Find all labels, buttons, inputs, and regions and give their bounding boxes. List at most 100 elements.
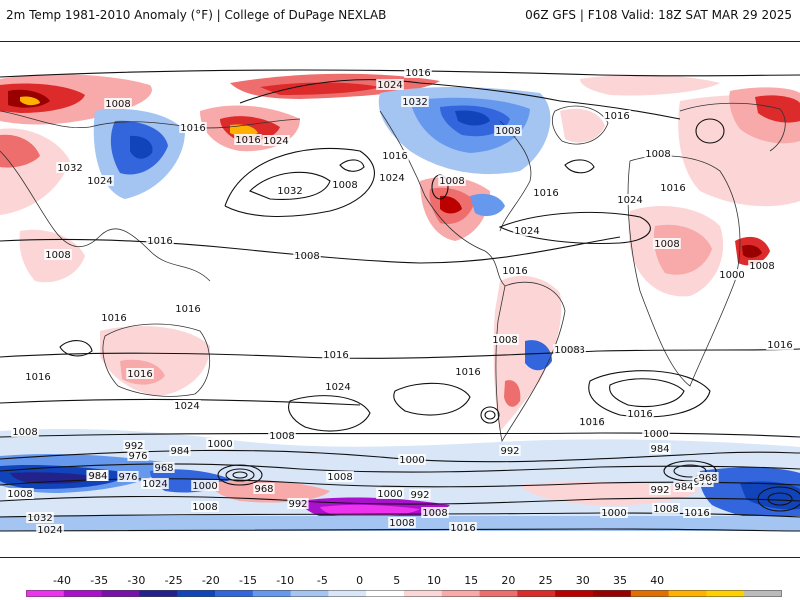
- isobar-label: 1016: [455, 367, 480, 378]
- isobar-label: 1008: [389, 518, 414, 529]
- isobar-label: 1016: [502, 266, 527, 277]
- colorbar-tick-label: -25: [164, 574, 183, 587]
- warm-anomaly-area: [504, 380, 521, 407]
- isobar-label-bg: [234, 134, 262, 145]
- isobar-label: 1016: [684, 508, 709, 519]
- isobar-label: 1008: [269, 431, 294, 442]
- colorbar-tick-label: 35: [613, 574, 627, 587]
- isobar-label: 1024: [174, 401, 199, 412]
- isobar-label: 1016: [450, 523, 475, 534]
- isobar-label-bg: [494, 125, 522, 136]
- low-pressure-center: [232, 471, 248, 479]
- isobar-line: [339, 159, 365, 172]
- isobar-line: [0, 449, 800, 463]
- isobar-label-bg: [766, 339, 794, 350]
- isobar-label: 1016: [147, 236, 172, 247]
- colorbar-segment: [668, 590, 707, 597]
- isobar-label-bg: [169, 445, 191, 456]
- isobar-label-bg: [644, 148, 672, 159]
- isobar-label: 984: [674, 482, 693, 493]
- isobar-label: 1032: [57, 163, 82, 174]
- isobar-label-bg: [600, 507, 628, 518]
- colorbar-tick-label: 15: [464, 574, 479, 587]
- isobar-label: 1000: [207, 439, 232, 450]
- isobar-label: 1008: [492, 335, 517, 346]
- isobar-label-bg: [683, 507, 711, 518]
- isobar-line: [498, 211, 651, 245]
- isobar-line: [249, 171, 331, 200]
- warm-anomaly-area: [260, 82, 380, 95]
- isobar-label: 1016: [127, 369, 152, 380]
- isobar-label-bg: [409, 489, 431, 500]
- isobar-label: 1016: [767, 340, 792, 351]
- isobar-label: 1024: [325, 382, 350, 393]
- isobar-label: 1008: [653, 504, 678, 515]
- warm-anomaly-area: [755, 95, 800, 123]
- isobar-label: 1024: [37, 525, 62, 536]
- north-america-east-coast: [499, 120, 532, 232]
- isobar-label: 1016: [405, 68, 430, 79]
- isobar-label: 1024: [263, 136, 288, 147]
- low-pressure-center: [757, 486, 800, 512]
- colorbar-tick-label: 20: [501, 574, 516, 587]
- isobar-label-bg: [268, 430, 296, 441]
- low-pressure-center: [673, 464, 707, 478]
- isobar-label-bg: [553, 344, 581, 355]
- isobar-label-bg: [253, 483, 275, 494]
- cold-anomaly-core: [130, 135, 153, 159]
- isobar-label-bg: [11, 426, 39, 437]
- isobar-label: 1008: [12, 427, 37, 438]
- colorbar-segment: [744, 590, 782, 597]
- colorbar-tick-label: -10: [276, 574, 295, 587]
- isobar-label-bg: [276, 185, 304, 196]
- europe-coastline: [679, 102, 786, 152]
- warm-anomaly-core: [20, 96, 40, 106]
- low-pressure-center: [225, 468, 255, 482]
- isobar-label-bg: [173, 400, 201, 411]
- colorbar-segment: [366, 590, 405, 597]
- isobar-label: 1000: [192, 481, 217, 492]
- colorbar-segment: [26, 590, 65, 597]
- isobar-label-bg: [87, 470, 109, 481]
- colorbar-tick-label: 10: [427, 574, 441, 587]
- isobar-label-bg: [626, 408, 654, 419]
- isobar-label: 976: [128, 451, 147, 462]
- isobar-line: [564, 159, 595, 174]
- isobar-label: 1008: [554, 345, 579, 356]
- isobar-label-bg: [652, 503, 680, 514]
- isobar-line: [239, 79, 561, 104]
- isobar-label-bg: [324, 381, 352, 392]
- colorbar-segment: [139, 590, 178, 597]
- isobar-line: [588, 370, 711, 418]
- isobar-label-bg: [673, 481, 695, 492]
- colorbar-segment: [215, 590, 254, 597]
- cold-anomaly-area: [470, 193, 505, 217]
- isobar-label-bg: [421, 507, 449, 518]
- isobar-label-bg: [322, 349, 350, 360]
- colorbar-tick-label: 40: [650, 574, 665, 587]
- colorbar-segment: [517, 590, 556, 597]
- isobar-label-bg: [123, 440, 145, 451]
- isobar-closed-contour: [695, 118, 725, 144]
- colorbar-segment: [328, 590, 367, 597]
- isobar-label-bg: [56, 162, 84, 173]
- warm-anomaly-core: [440, 195, 462, 214]
- isobar-label-bg: [191, 480, 219, 491]
- isobar-label: 1024: [514, 226, 539, 237]
- cold-anomaly-core: [455, 110, 490, 126]
- colorbar-segment: [441, 590, 481, 597]
- colorbar-segment: [101, 590, 140, 597]
- isobar-line: [287, 395, 371, 432]
- isobar-label-bg: [491, 334, 519, 345]
- isobar-label: 968: [154, 463, 173, 474]
- isobar-line: [0, 495, 800, 505]
- isobar-label-bg: [388, 517, 416, 528]
- isobar-label: 1008: [192, 502, 217, 513]
- isobar-label-bg: [376, 79, 404, 90]
- warm-anomaly-core: [230, 124, 258, 136]
- isobar-label-bg: [748, 260, 776, 271]
- colorbar-tick-label: -30: [127, 574, 146, 587]
- isobar-line: [609, 378, 685, 408]
- coastlines: [0, 102, 786, 443]
- isobar-label-bg: [649, 443, 671, 454]
